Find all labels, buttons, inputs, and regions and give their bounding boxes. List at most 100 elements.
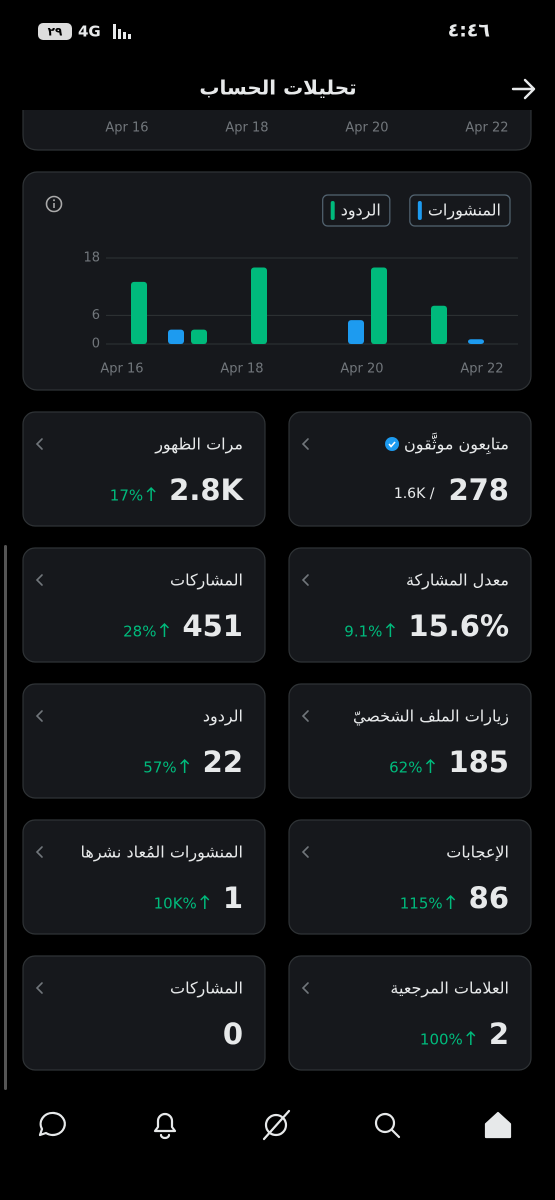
card-total: 1.6K / [394, 486, 435, 502]
card-background [288, 819, 532, 935]
card-background [288, 955, 532, 1071]
card-title: مرات الظهور [154, 435, 243, 455]
chevron [301, 574, 309, 586]
previous-chart-card [22, 110, 532, 151]
chart: 0 6 18 Apr 16 Apr 18 Apr 20 Apr 22 المنشورات الر… [83, 194, 518, 377]
chart-card [22, 171, 532, 391]
legend-item[interactable] [322, 194, 391, 227]
up-arrow [446, 894, 456, 909]
bar [348, 320, 364, 344]
x-tick-label: Apr 18 [225, 121, 268, 136]
card-change: 28% [123, 623, 156, 641]
card-value: 2 [489, 1017, 509, 1051]
up-arrow [425, 758, 435, 773]
card-value: 1 [223, 881, 243, 915]
card-value: 278 [448, 473, 509, 507]
scrollbar [4, 545, 7, 1090]
card-change: 10K% [154, 895, 197, 913]
metric-card[interactable]: المشاركات 0 [22, 955, 266, 1071]
legend-label: المنشورات [428, 201, 501, 221]
card-value: 451 [182, 609, 243, 643]
x-tick-label: Apr 16 [105, 121, 148, 136]
nav-search[interactable] [374, 1112, 401, 1139]
card-change: 115% [400, 895, 443, 913]
chevron [35, 438, 43, 450]
signal [113, 24, 131, 39]
legend-swatch [417, 201, 422, 220]
back-button[interactable] [511, 78, 536, 100]
card-value: 15.6% [408, 609, 509, 643]
chevron [35, 982, 43, 994]
card-background [288, 683, 532, 799]
battery-level: ٢٩ [48, 25, 63, 39]
nav-messages[interactable] [38, 1111, 66, 1137]
card-change: 9.1% [344, 623, 382, 641]
previous-chart-axis: Apr 16 Apr 18 Apr 20 Apr 22 [105, 121, 508, 136]
legend-swatch [330, 201, 335, 220]
metric-card[interactable]: زيارات الملف الشخصيّ 185 62% [288, 683, 532, 799]
metric-card[interactable]: العلامات المرجعية 2 100% [288, 955, 532, 1071]
x-tick-label: Apr 18 [220, 362, 263, 377]
verified-badge [385, 437, 400, 451]
chevron [35, 574, 43, 586]
metric-card[interactable]: الردود 22 57% [22, 683, 266, 799]
bar [468, 339, 484, 344]
metric-card[interactable]: معدل المشاركة 15.6% 9.1% [288, 547, 532, 663]
bar [191, 329, 207, 344]
card-value: 2.8K [169, 473, 244, 507]
metric-card[interactable]: مرات الظهور 2.8K 17% [22, 411, 266, 527]
network: 4G [78, 23, 101, 41]
verified-check [388, 441, 396, 448]
bar [431, 305, 447, 344]
card-value: 22 [203, 745, 243, 779]
card-background [22, 547, 266, 663]
metric-card[interactable]: المنشورات المُعاد نشرها 1 10K% [22, 819, 266, 935]
x-tick-label: Apr 22 [465, 121, 508, 136]
bar [168, 329, 184, 344]
card-change: 17% [110, 487, 143, 505]
chevron [301, 846, 309, 858]
card-background [22, 955, 266, 1071]
up-arrow [466, 1030, 476, 1045]
card-background [22, 411, 266, 527]
chevron [301, 982, 309, 994]
nav-home[interactable] [484, 1111, 512, 1139]
card-title: المشاركات [170, 571, 243, 591]
card-title: الإعجابات [446, 843, 509, 862]
y-tick-label: 6 [92, 308, 100, 323]
up-arrow [146, 486, 156, 501]
card-value: 185 [448, 745, 509, 779]
chevron [301, 710, 309, 722]
battery [38, 23, 72, 40]
card-background [288, 547, 532, 663]
card-title: متابِعون موثَّقون [404, 432, 509, 456]
up-arrow [159, 622, 169, 637]
card-value: 0 [223, 1017, 243, 1051]
up-arrow [180, 758, 190, 773]
y-tick-label: 18 [83, 251, 100, 266]
x-tick-label: Apr 22 [460, 362, 503, 377]
up-arrow [200, 894, 210, 909]
chevron [35, 710, 43, 722]
page-title: تحليلات الحساب [199, 76, 356, 100]
legend-item[interactable] [409, 194, 511, 227]
metric-card[interactable]: متابِعون موثَّقون 278 1.6K / [288, 411, 532, 527]
x-tick-label: Apr 20 [345, 121, 388, 136]
status-time: ٤:٤٦ [448, 20, 490, 42]
metric-card[interactable]: الإعجابات 86 115% [288, 819, 532, 935]
card-title: الردود [203, 707, 243, 727]
nav-grok[interactable] [262, 1109, 291, 1141]
x-tick-label: Apr 16 [100, 362, 143, 377]
card-change: 100% [420, 1031, 463, 1049]
nav-notifications[interactable] [153, 1112, 177, 1140]
info-icon[interactable] [45, 195, 63, 213]
card-title: المنشورات المُعاد نشرها [81, 843, 244, 863]
bar [131, 281, 147, 344]
chevron [301, 438, 309, 450]
x-tick-label: Apr 20 [340, 362, 383, 377]
legend-label: الردود [341, 201, 381, 221]
card-change: 62% [389, 759, 422, 777]
metric-card[interactable]: المشاركات 451 28% [22, 547, 266, 663]
